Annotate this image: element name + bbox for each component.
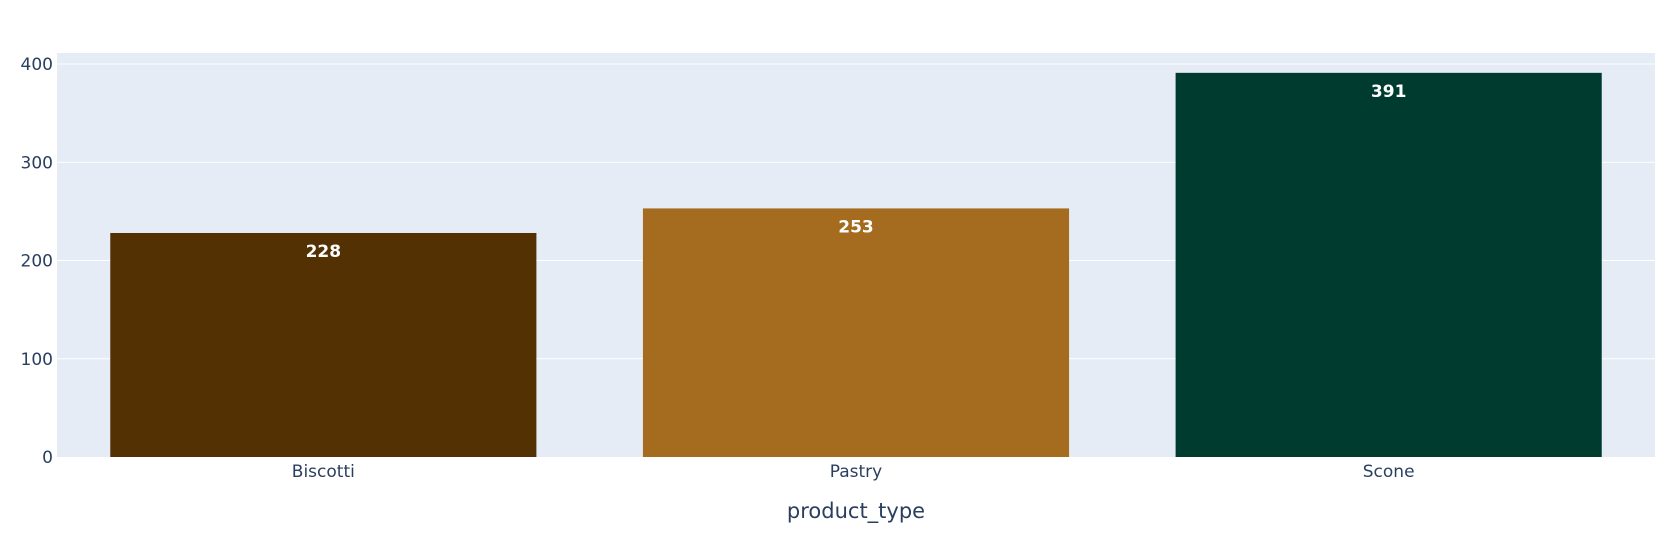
- y-tick-label: 400: [21, 55, 53, 75]
- bar-scone: [1175, 72, 1602, 457]
- bar-data-labels: 228 253 391: [306, 82, 1407, 262]
- y-tick-label: 300: [21, 153, 53, 173]
- y-tick-label: 200: [21, 252, 53, 272]
- bar-pastry: [642, 208, 1070, 457]
- x-tick-label: Scone: [1363, 462, 1415, 482]
- x-axis-title: product_type: [787, 499, 925, 524]
- bar-value-label: 228: [306, 242, 342, 262]
- y-tick-label: 0: [42, 448, 53, 468]
- x-tick-label: Biscotti: [292, 462, 355, 482]
- y-axis-ticks: 0 100 200 300 400: [21, 55, 53, 468]
- x-axis-ticks: Biscotti Pastry Scone: [292, 462, 1415, 482]
- bar-value-label: 391: [1371, 82, 1407, 102]
- bars: [110, 72, 1602, 457]
- x-tick-label: Pastry: [830, 462, 882, 482]
- bar-biscotti: [110, 232, 537, 457]
- bar-value-label: 253: [838, 217, 874, 237]
- y-tick-label: 100: [21, 350, 53, 370]
